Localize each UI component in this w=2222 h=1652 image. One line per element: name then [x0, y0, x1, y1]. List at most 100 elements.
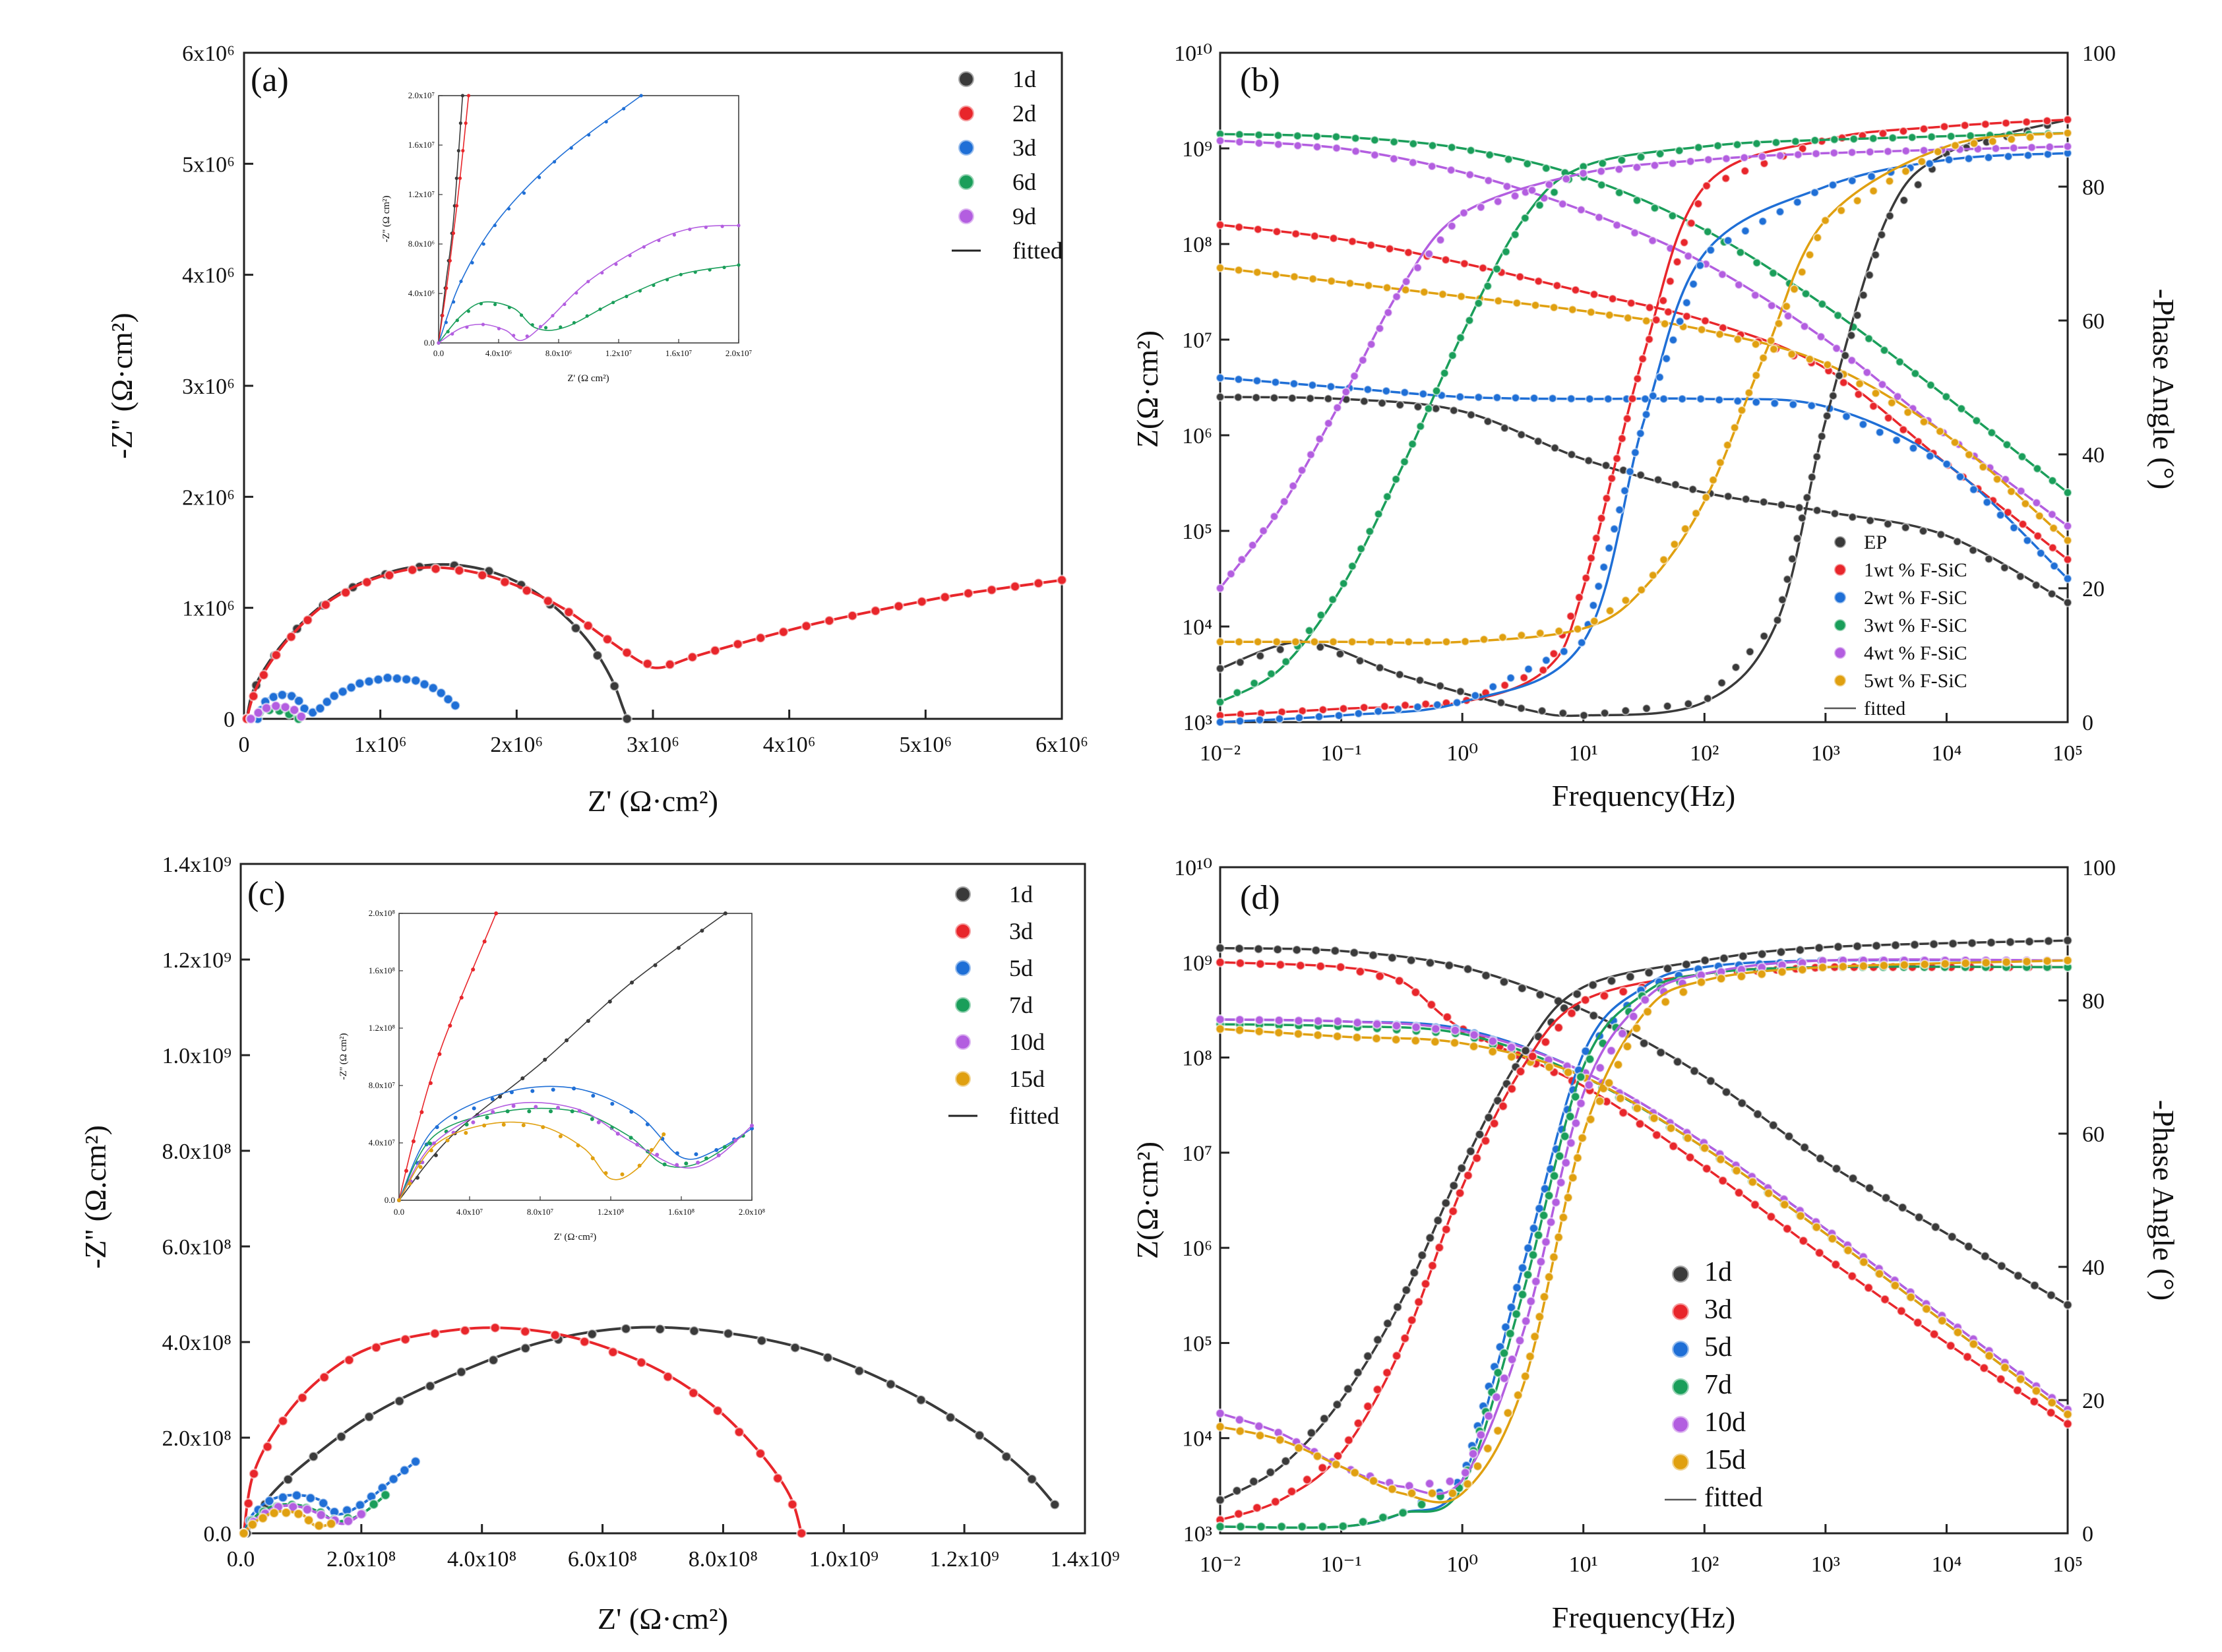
legend-marker-10d	[953, 1032, 973, 1052]
phase-point-4wt % F-SiC	[1757, 152, 1767, 162]
x-tick-label: 10⁻¹	[1321, 741, 1362, 766]
phase-point-5wt % F-SiC	[1723, 440, 1733, 450]
modulus-point-1wt % F-SiC	[1347, 237, 1357, 247]
phase-point-15d	[1534, 1312, 1545, 1322]
modulus-point-3d	[1766, 1211, 1777, 1222]
modulus-point-15d	[1731, 1165, 1742, 1176]
phase-point-3d	[1427, 1260, 1438, 1271]
modulus-point-1d	[1783, 1131, 1795, 1142]
data-point-1d	[621, 713, 633, 725]
phase-point-4wt % F-SiC	[1596, 166, 1606, 176]
modulus-point-3wt % F-SiC	[1971, 415, 1981, 425]
modulus-point-1d	[1864, 1182, 1875, 1194]
phase-point-4wt % F-SiC	[1704, 155, 1713, 165]
phase-point-5wt % F-SiC	[1701, 493, 1711, 503]
modulus-point-15d	[1811, 1222, 1822, 1233]
modulus-point-3wt % F-SiC	[1351, 133, 1361, 143]
phase-point-1wt % F-SiC	[1617, 433, 1627, 444]
phase-point-2wt % F-SiC	[1577, 638, 1587, 648]
modulus-point-15d	[1544, 1062, 1555, 1072]
phase-point-EP	[1772, 615, 1783, 625]
phase-point-1wt % F-SiC	[1939, 121, 1950, 132]
inset-data-point	[590, 1117, 594, 1121]
panel-d-xlabel: Frequency(Hz)	[1552, 1601, 1735, 1634]
phase-point-3wt % F-SiC	[1520, 213, 1530, 223]
modulus-point-1d	[1444, 960, 1454, 971]
phase-point-4wt % F-SiC	[1721, 154, 1731, 164]
modulus-point-5wt % F-SiC	[1855, 379, 1865, 388]
phase-point-15d	[1275, 1434, 1285, 1446]
y-tick-label: 10⁴	[1182, 615, 1212, 640]
data-point-1d	[424, 1380, 436, 1392]
data-point-2d	[407, 564, 418, 576]
data-point-5d	[399, 1465, 410, 1476]
x-tick-label: 4x10⁶	[763, 733, 816, 757]
data-point-1d	[1001, 1451, 1012, 1462]
modulus-point-15d	[1615, 1093, 1626, 1104]
modulus-point-EP	[1377, 398, 1387, 408]
phase-point-1wt % F-SiC	[1622, 413, 1632, 423]
phase-point-1d	[1392, 1302, 1403, 1312]
modulus-point-2wt % F-SiC	[1955, 472, 1965, 482]
phase-point-7d	[1498, 1348, 1510, 1359]
modulus-point-2wt % F-SiC	[1714, 395, 1724, 405]
inset-y-tick-label: 8.0x10⁶	[408, 239, 435, 249]
data-point-3d	[549, 1330, 561, 1341]
inset-data-point	[722, 1145, 727, 1149]
phase-point-15d	[1529, 1331, 1540, 1342]
phase-point-3d	[1527, 1051, 1538, 1062]
inset-data-point	[600, 271, 604, 275]
phase-point-1wt % F-SiC	[2001, 118, 2011, 128]
panel-c: (c) 0.0 2.0x10⁸ 4.0x10⁸ 6.0x10⁸ 8.0x10⁸ 1.0x1…	[78, 853, 1120, 1636]
phase-point-7d	[1398, 1508, 1408, 1518]
modulus-point-1d	[1406, 955, 1417, 965]
modulus-point-EP	[1984, 554, 1994, 564]
modulus-point-1wt % F-SiC	[1868, 401, 1878, 411]
phase-point-3d	[1372, 1384, 1383, 1395]
phase-point-15d	[1736, 971, 1747, 982]
phase-point-1wt % F-SiC	[1721, 173, 1731, 183]
y2-tick-label: 0	[2082, 711, 2093, 735]
phase-point-EP	[1558, 708, 1568, 718]
modulus-point-15d	[2047, 1397, 2057, 1408]
phase-point-1d	[1795, 944, 1805, 956]
modulus-point-15d	[1779, 1199, 1790, 1210]
modulus-point-5wt % F-SiC	[2049, 523, 2058, 533]
phase-point-EP	[1834, 371, 1844, 381]
phase-point-7d	[1235, 1521, 1246, 1532]
modulus-point-1d	[1996, 1261, 2007, 1271]
modulus-point-15d	[1293, 1029, 1304, 1039]
phase-point-15d	[1549, 1252, 1559, 1262]
modulus-point-3d	[1255, 959, 1266, 969]
data-point-2d	[340, 587, 352, 598]
modulus-point-EP	[2062, 597, 2073, 607]
phase-point-1wt % F-SiC	[1740, 166, 1750, 176]
modulus-point-10d	[1487, 1036, 1498, 1047]
phase-point-3d	[1566, 1008, 1577, 1019]
modulus-point-5wt % F-SiC	[1919, 417, 1929, 427]
modulus-point-3d	[1962, 1351, 1973, 1362]
modulus-point-3wt % F-SiC	[1293, 131, 1303, 141]
modulus-line-5wt % F-SiC	[1219, 266, 2069, 541]
panel-a-inset-frame	[438, 95, 739, 344]
data-point-5d	[277, 1492, 289, 1503]
phase-point-5wt % F-SiC	[1404, 637, 1413, 647]
modulus-point-5wt % F-SiC	[1252, 267, 1262, 277]
phase-point-4wt % F-SiC	[1739, 153, 1749, 163]
phase-point-7d	[1338, 1521, 1348, 1531]
phase-point-4wt % F-SiC	[1341, 387, 1351, 397]
modulus-point-4wt % F-SiC	[1683, 251, 1693, 261]
phase-point-1wt % F-SiC	[1601, 493, 1611, 503]
data-point-15d	[268, 1508, 280, 1519]
data-point-3d	[248, 1468, 260, 1479]
modulus-point-5wt % F-SiC	[1950, 437, 1960, 447]
modulus-point-10d	[1431, 1024, 1441, 1034]
phase-point-3wt % F-SiC	[1732, 140, 1743, 150]
legend-marker-1d	[956, 69, 976, 89]
phase-point-3wt % F-SiC	[1249, 678, 1259, 688]
inset-data-point	[625, 294, 629, 299]
modulus-point-1d	[1387, 952, 1398, 963]
phase-point-1d	[1700, 955, 1710, 965]
phase-point-2wt % F-SiC	[1723, 235, 1733, 245]
inset-data-point	[653, 963, 658, 967]
